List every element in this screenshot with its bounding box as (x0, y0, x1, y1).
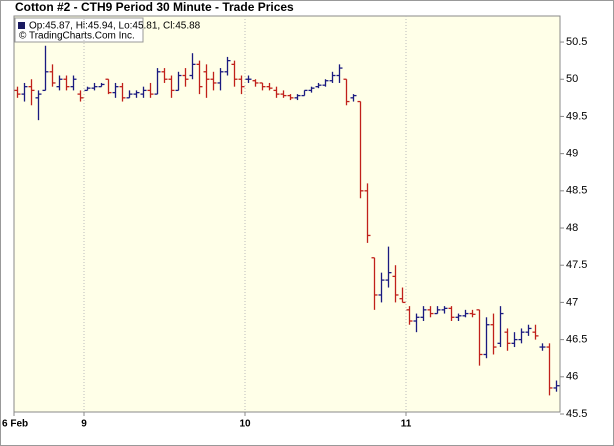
x-tick-label: 6 Feb (2, 419, 28, 430)
y-tick-label: 46.5 (566, 334, 587, 346)
y-tick-label: 47.5 (566, 259, 587, 271)
plot-area (13, 15, 561, 413)
legend-swatch (18, 22, 25, 29)
y-tick-label: 48.5 (566, 185, 587, 197)
y-tick-label: 46 (566, 371, 578, 383)
legend-text: © TradingCharts.Com Inc. (19, 31, 135, 42)
y-tick-label: 50.5 (566, 36, 587, 48)
y-tick-label: 47 (566, 296, 578, 308)
y-tick-label: 50 (566, 73, 578, 85)
y-tick-label: 45.5 (566, 408, 587, 420)
y-tick-label: 48 (566, 222, 578, 234)
legend-box (14, 17, 144, 43)
x-tick-label: 11 (401, 419, 412, 430)
x-tick-label: 10 (239, 419, 251, 430)
y-tick-label: 49 (566, 148, 578, 160)
legend-text: Op:45.87, Hi:45.94, Lo:45.81, Cl:45.88 (29, 21, 201, 32)
y-tick-label: 49.5 (566, 110, 587, 122)
x-tick-label: 9 (81, 419, 87, 430)
chart-title: Cotton #2 - CTH9 Period 30 Minute - Trad… (15, 0, 294, 14)
